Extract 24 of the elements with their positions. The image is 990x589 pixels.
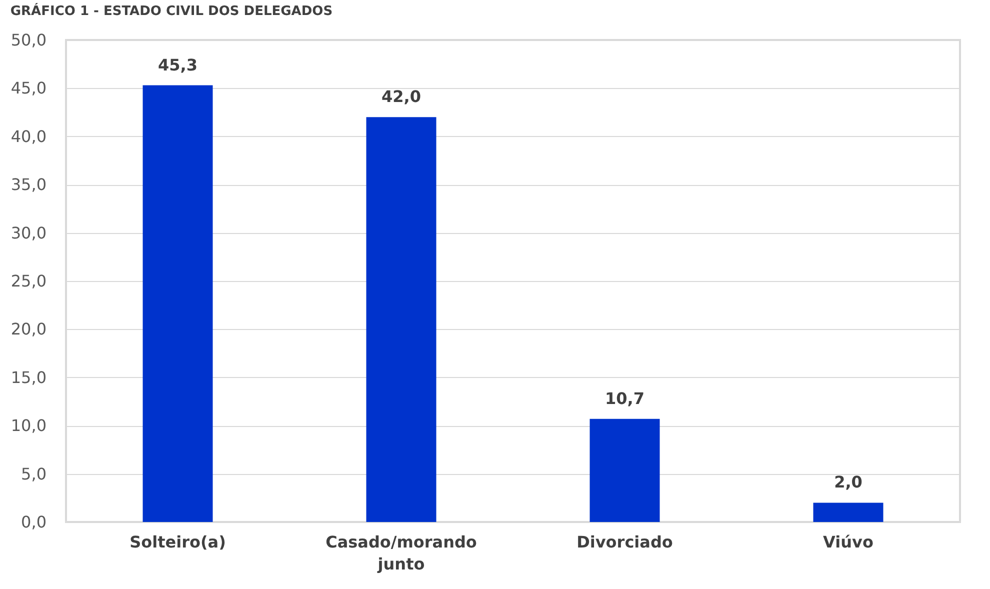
- bar: [813, 502, 884, 522]
- x-tick-label: Casado/morando junto: [326, 532, 477, 574]
- y-tick-label: 25,0: [10, 272, 46, 290]
- y-tick-label: 20,0: [10, 320, 46, 339]
- bar: [142, 85, 213, 522]
- y-tick-label: 40,0: [10, 126, 46, 146]
- y-tick-label: 5,0: [21, 464, 46, 484]
- y-tick-label: 50,0: [10, 30, 46, 50]
- data-label: 42,0: [382, 87, 421, 106]
- data-label: 10,7: [605, 388, 644, 408]
- y-tick-label: 30,0: [10, 223, 46, 242]
- y-tick-label: 35,0: [10, 175, 46, 194]
- y-tick-label: 0,0: [21, 512, 46, 532]
- y-tick-label: 45,0: [10, 78, 46, 98]
- bar: [366, 117, 436, 522]
- x-tick-label: Solteiro(a): [130, 532, 226, 552]
- x-tick-label: Divorciado: [576, 532, 673, 552]
- y-tick-label: 10,0: [10, 416, 46, 436]
- chart-title: GRÁFICO 1 - ESTADO CIVIL DOS DELEGADOS: [10, 2, 333, 19]
- x-tick-label: Viúvo: [823, 532, 874, 552]
- y-tick-label: 15,0: [10, 368, 46, 387]
- data-label: 45,3: [158, 55, 198, 74]
- bar: [590, 418, 660, 522]
- data-label: 2,0: [834, 472, 862, 492]
